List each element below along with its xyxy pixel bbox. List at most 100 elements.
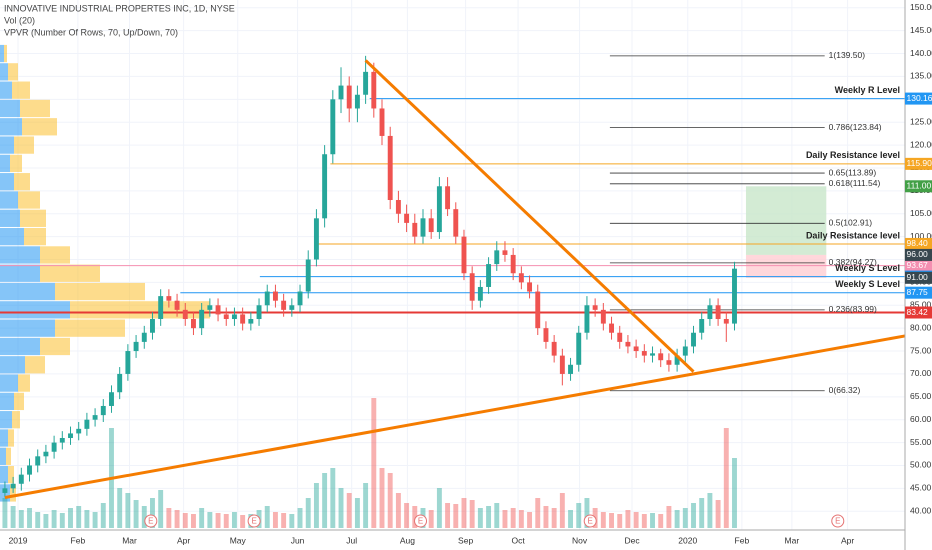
volume-bar [2,498,8,528]
vpvr-down [12,411,20,429]
candle-body [723,319,729,324]
candle-body [535,291,541,329]
candle-body [84,419,90,429]
price-box [905,259,932,272]
vpvr-down [8,429,14,447]
candle-body [436,186,442,233]
volume-bar [59,513,65,528]
price-box [905,271,932,284]
candle-body [346,85,352,109]
level-label: Daily Resistance level [806,230,900,240]
volume-bar [166,508,172,528]
fib-label: 0.786(123.84) [829,122,882,132]
vpvr-down [40,337,70,356]
price-box [905,248,932,261]
candle-body [494,250,500,265]
volume-bar [18,510,24,528]
candle-body [666,360,672,365]
y-tick-label: 150.00 [910,2,932,12]
y-tick-label: 70.00 [910,368,932,378]
candle-body [609,323,614,333]
vpvr-up [0,136,14,154]
price-box-label: 87.75 [907,287,929,297]
volume-bar [35,512,41,528]
level-label: Weekly R Level [835,85,900,95]
volume-bar [518,510,524,528]
volume-bar [371,398,377,528]
volume-bar [658,514,664,528]
candle-body [592,305,598,310]
vpvr-down [40,264,100,282]
candle-body [658,353,664,361]
volume-bar [650,513,655,528]
fib-label: 0.618(111.54) [829,178,881,188]
volume-bar [174,510,180,528]
candle-body [100,405,106,416]
vpvr-up [0,191,18,209]
volume-title: Vol (20) [4,15,35,25]
vpvr-up [0,411,12,429]
price-box [905,306,932,319]
volume-bar [199,508,205,528]
candle-body [313,218,319,260]
candle-body [428,218,434,233]
volume-bar [231,512,237,528]
earnings-marker [144,514,158,528]
price-box-label: 91.00 [907,272,929,282]
level-label: Weekly S Level [835,279,900,289]
volume-bar [691,503,696,528]
volume-bar [412,506,418,528]
price-box [905,237,932,250]
volume-bar [494,503,500,528]
earnings-marker [414,514,428,528]
vpvr-up [0,337,40,356]
volume-bar [182,513,188,528]
volume-bar [617,514,623,528]
candle-body [264,291,270,306]
volume-bar [240,515,246,528]
fib-label: 0.65(113.89) [829,167,877,177]
volume-bar [682,508,688,528]
plot: Weekly R Level Daily Resistance level Dail… [0,44,906,528]
price-box-label: 83.42 [907,307,929,317]
candle-body [404,213,410,223]
volume-bar [609,513,614,528]
candle-body [18,474,24,484]
candle-body [551,341,557,356]
volume-bar [477,508,483,528]
candle-body [158,296,164,320]
candle-body [191,319,196,329]
volume-bar [379,468,385,528]
volume-bar [363,483,369,528]
candle-body [68,433,73,439]
earnings-label: E [835,517,840,526]
candle-body [297,291,303,306]
vpvr-up [0,429,8,447]
volume-bar [510,508,516,528]
earnings-marker [831,514,845,528]
candle-body [469,273,475,301]
volume-bar [141,506,147,528]
candle-body [518,273,524,283]
vpvr-up [0,118,22,136]
candle-body [27,465,32,475]
volume-bar [723,428,729,528]
volume-bar [346,493,352,528]
candle-body [322,154,328,219]
candle-body [59,438,65,443]
candle-body [412,222,418,237]
candle-body [691,332,696,347]
y-tick-label: 120.00 [910,139,932,149]
candle-body [420,218,426,237]
volume-bar [600,512,606,528]
volume-bar [117,488,123,528]
volume-bar [322,473,328,528]
volume-bar [707,493,713,528]
vpvr-up [0,374,18,392]
candle-body [289,305,295,310]
trendline [4,334,906,499]
level-label: Weekly S Level [835,263,900,273]
volume-bar [559,493,565,528]
volume-bar [133,500,139,528]
